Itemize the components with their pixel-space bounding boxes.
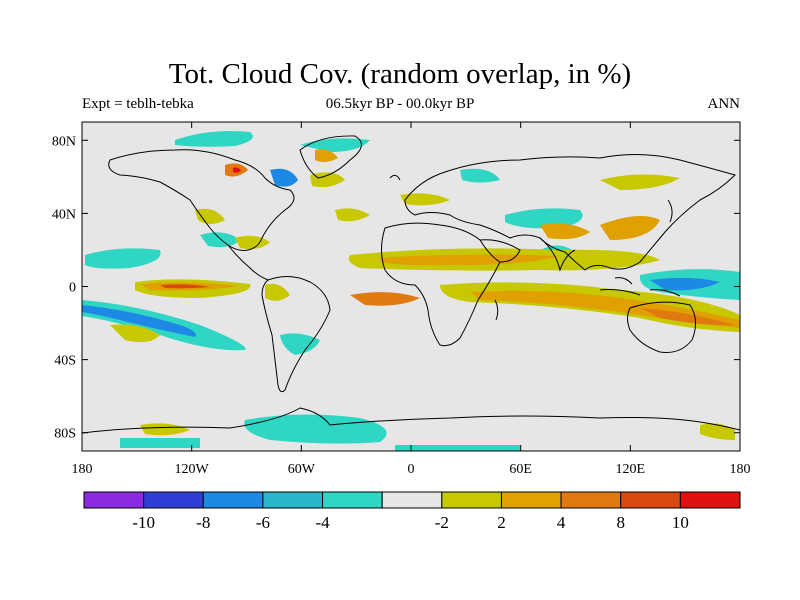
anomaly-patch	[310, 172, 345, 188]
coastline-central-america	[227, 244, 269, 281]
colorbar-swatch	[500, 491, 562, 509]
lat-tick-label: 0	[69, 281, 76, 296]
colorbar-label: 8	[616, 513, 625, 532]
anomaly-patch	[233, 167, 241, 173]
lon-tick-label: 180	[72, 462, 93, 477]
anomaly-patch	[505, 208, 583, 229]
anomaly-patch	[120, 438, 200, 448]
lon-tick-label: 120E	[616, 462, 646, 477]
lat-tick-label: 80N	[52, 134, 76, 149]
colorbar-swatch	[322, 491, 383, 509]
anomaly-patch	[280, 333, 320, 355]
coastline-north-america	[108, 149, 295, 251]
coastline-antarctica	[82, 407, 740, 434]
colorbar-label: 4	[557, 513, 566, 532]
colorbar-label: -8	[196, 513, 210, 532]
lon-tick-label: 60W	[288, 462, 316, 477]
period-label: 06.5kyr BP - 00.0kyr BP	[325, 96, 475, 112]
coastline-africa	[381, 222, 501, 347]
anomaly-patch	[400, 193, 450, 206]
colorbar-label: -2	[435, 513, 449, 532]
anomaly-patch	[82, 305, 196, 337]
anomaly-patch	[600, 174, 680, 190]
anomaly-patch	[350, 292, 420, 306]
colorbar-swatch	[679, 491, 741, 509]
anomaly-patch	[600, 216, 660, 240]
anomaly-patch	[200, 232, 240, 248]
colorbar-label: -10	[132, 513, 155, 532]
coastline-arabia	[479, 239, 521, 263]
lon-tick-label: 0	[408, 462, 415, 477]
lon-tick-label: 120W	[175, 462, 210, 477]
colorbar-label: 10	[672, 513, 689, 532]
colorbar-swatch	[83, 491, 145, 509]
coastline-islands	[389, 174, 673, 321]
colorbar-swatch	[560, 491, 622, 509]
coastline-greenland	[299, 135, 362, 179]
anomaly-fields	[82, 131, 740, 451]
colorbar-swatch	[143, 491, 204, 509]
colorbar-labels: -10 -8 -6 -4 -2 2 4 8 10	[132, 513, 689, 532]
anomaly-patch	[315, 149, 338, 163]
lat-tick-label: 40S	[54, 354, 76, 369]
colorbar-swatch	[441, 491, 502, 509]
coastline-eurasia	[404, 153, 736, 271]
lat-tick-label: 40N	[52, 207, 76, 222]
anomaly-patch	[700, 423, 735, 440]
coastline-indonesia	[599, 277, 681, 297]
anomaly-patch	[270, 168, 298, 187]
anomaly-patch	[160, 284, 210, 289]
lon-tick-label: 60E	[509, 462, 532, 477]
coastline-south-america	[261, 276, 331, 393]
latitude-axis: 80N 40N 0 40S 80S	[52, 134, 740, 442]
anomaly-patch	[110, 324, 160, 343]
anomaly-patch	[650, 277, 720, 291]
coastline-australia	[627, 301, 696, 353]
anomaly-patch	[265, 283, 290, 301]
colorbar-swatch	[202, 491, 264, 509]
anomaly-patch	[395, 445, 520, 451]
coastlines	[82, 135, 740, 434]
colorbar-swatch	[620, 491, 681, 509]
anomaly-patch	[300, 138, 370, 152]
anomaly-patch	[460, 168, 500, 183]
anomaly-patch	[244, 414, 387, 444]
colorbar-label: -4	[315, 513, 330, 532]
anomaly-patch	[540, 223, 590, 240]
colorbar-label: -6	[256, 513, 270, 532]
anomaly-patch	[335, 208, 370, 222]
coastline-india	[539, 237, 576, 272]
anomaly-patch	[140, 423, 190, 436]
colorbar-label: 2	[497, 513, 506, 532]
anomaly-patch	[195, 208, 225, 224]
colorbar-swatch	[381, 491, 443, 509]
anomaly-patch	[640, 308, 735, 326]
longitude-axis: 180 120W 60W 0 60E 120E 180	[72, 122, 751, 477]
colorbar-swatch	[262, 491, 324, 509]
anomaly-patch	[85, 248, 161, 269]
anomaly-patch	[175, 131, 253, 147]
map-title: Tot. Cloud Cov. (random overlap, in %)	[168, 58, 632, 90]
experiment-label: Expt = teblh-tebka	[82, 96, 194, 112]
lat-tick-label: 80S	[54, 427, 76, 442]
lon-tick-label: 180	[730, 462, 751, 477]
colorbar	[83, 491, 741, 509]
season-label: ANN	[707, 96, 741, 112]
